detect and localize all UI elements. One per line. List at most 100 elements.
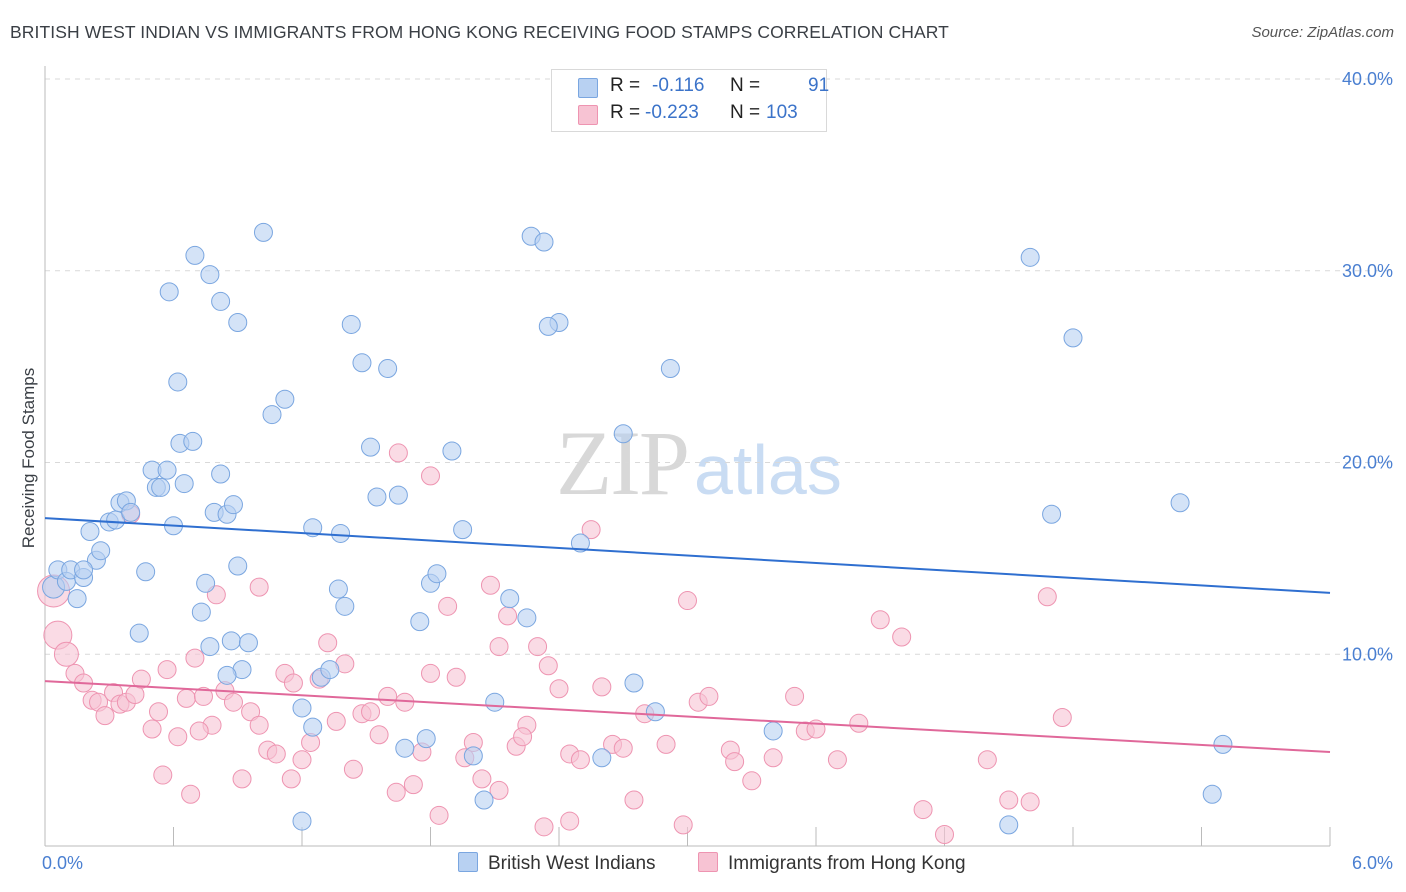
bwi-point xyxy=(500,589,520,609)
bwi-point xyxy=(613,424,633,444)
hk-point xyxy=(249,715,269,735)
bwi-point xyxy=(1042,504,1062,524)
series-bwi-points xyxy=(42,222,1233,835)
hk-point xyxy=(241,702,261,722)
hk-point xyxy=(343,759,363,779)
bwi-point xyxy=(570,533,590,553)
hk-point xyxy=(386,782,406,802)
hk-point xyxy=(656,734,676,754)
bwi-point xyxy=(74,560,94,580)
y-tick-labels: 10.0% 20.0% 30.0% 40.0% xyxy=(1342,69,1393,664)
bwi-point xyxy=(485,692,505,712)
legend-n-value: 91 xyxy=(808,75,830,96)
bwi-point xyxy=(157,460,177,480)
x-tick-label: 0.0% xyxy=(42,853,83,873)
hk-point xyxy=(266,744,286,764)
bwi-point xyxy=(121,502,141,522)
hk-point xyxy=(193,686,213,706)
hk-point xyxy=(977,750,997,770)
hk-point xyxy=(185,648,205,668)
hk-point xyxy=(673,815,693,835)
correlation-legend: R = -0.116 N = 91 R = -0.223 N = 103 xyxy=(551,69,830,132)
bwi-point xyxy=(183,431,203,451)
hk-point xyxy=(678,591,697,611)
series-hong-kong-points xyxy=(37,443,1072,844)
y-tick-label: 20.0% xyxy=(1342,453,1393,473)
bwi-point xyxy=(395,738,415,758)
bwi-point xyxy=(335,596,355,616)
bwi-point xyxy=(217,665,237,685)
axes xyxy=(44,66,1331,847)
hk-point xyxy=(999,790,1019,810)
bwi-point xyxy=(253,222,273,242)
hk-point xyxy=(95,706,115,726)
bwi-point xyxy=(388,485,408,505)
bwi-point xyxy=(1170,493,1190,513)
bwi-point xyxy=(763,721,783,741)
hk-point xyxy=(189,721,209,741)
hk-point xyxy=(624,790,644,810)
bwi-point xyxy=(534,232,554,252)
legend-swatch-pink xyxy=(578,105,598,125)
bwi-point xyxy=(223,495,243,515)
bwi-point xyxy=(645,702,665,722)
bwi-point xyxy=(352,353,372,373)
bwi-point xyxy=(378,359,398,379)
bwi-point xyxy=(200,637,220,657)
hk-point xyxy=(528,637,548,657)
legend-r-value: -0.116 xyxy=(652,75,705,96)
bwi-point xyxy=(331,523,351,543)
hk-point xyxy=(249,577,269,597)
bwi-point xyxy=(1020,247,1040,267)
bottom-legend-swatch-pink xyxy=(698,852,718,872)
hk-point xyxy=(446,667,466,687)
hk-trend-line xyxy=(44,680,1331,754)
hk-point xyxy=(388,443,408,463)
trend-lines xyxy=(44,517,1331,754)
bwi-point xyxy=(196,573,216,593)
y-tick-label: 40.0% xyxy=(1342,69,1393,89)
hk-point xyxy=(742,771,762,791)
bwi-point xyxy=(168,372,188,392)
bwi-point xyxy=(151,477,171,497)
bwi-point xyxy=(211,291,231,311)
legend-r-value: -0.223 xyxy=(645,102,699,123)
hk-point xyxy=(157,660,177,680)
bwi-point xyxy=(292,698,312,718)
source-label: Source: ZipAtlas.com xyxy=(1251,24,1394,41)
y-tick-label: 30.0% xyxy=(1342,261,1393,281)
bwi-point xyxy=(221,631,241,651)
hk-point xyxy=(785,686,805,706)
hk-point xyxy=(892,627,912,647)
hk-point xyxy=(935,824,954,844)
hk-point xyxy=(232,769,252,789)
hk-point xyxy=(827,750,847,770)
hk-point xyxy=(142,719,162,739)
bwi-point xyxy=(453,520,473,540)
bwi-point xyxy=(67,589,87,609)
legend-swatch-blue xyxy=(578,78,598,98)
bwi-point xyxy=(410,612,430,632)
bwi-point xyxy=(262,405,282,425)
bwi-point xyxy=(238,633,258,653)
hk-point xyxy=(489,637,509,657)
hk-point xyxy=(570,750,590,770)
hk-point xyxy=(1020,792,1040,812)
bwi-point xyxy=(660,359,680,379)
hk-point xyxy=(1052,708,1072,728)
hk-point xyxy=(223,692,243,712)
bottom-legend-label: British West Indians xyxy=(488,853,656,874)
hk-point xyxy=(560,811,580,831)
hk-point xyxy=(326,711,346,731)
bwi-point xyxy=(442,441,462,461)
bwi-point xyxy=(228,556,248,576)
hk-point xyxy=(176,688,196,708)
bwi-point xyxy=(999,815,1019,835)
bwi-point xyxy=(361,437,381,457)
hk-point xyxy=(361,702,381,722)
bwi-point xyxy=(185,245,205,265)
bwi-point xyxy=(129,623,149,643)
hk-point xyxy=(53,641,79,667)
x-tick-labels: 0.0% 6.0% xyxy=(42,853,1393,873)
